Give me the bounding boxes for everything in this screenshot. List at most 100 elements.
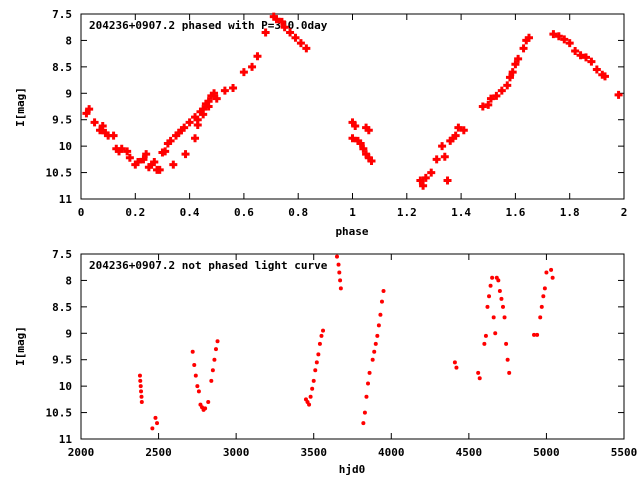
phased-data-point (364, 126, 373, 135)
phased-data-point (98, 122, 107, 131)
phased-data-point (123, 147, 132, 156)
phased-data-point (549, 30, 558, 39)
unphased-data-point (139, 389, 144, 394)
phased-y-tick-label: 9.5 (52, 114, 72, 127)
phased-x-tick-label: 0.4 (180, 206, 200, 219)
phased-data-point (280, 23, 289, 32)
phased-data-point (134, 158, 143, 166)
unphased-data-point (313, 368, 318, 373)
unphased-data-point (550, 275, 555, 280)
phased-data-point (229, 84, 238, 92)
phased-data-point (296, 39, 305, 48)
unphased-x-tick-label: 3000 (223, 446, 250, 459)
phased-data-point (451, 131, 460, 140)
phased-data-point (416, 176, 425, 185)
phased-data-point (511, 60, 520, 69)
phased-data-point (144, 163, 153, 172)
phased-data-point (163, 139, 172, 148)
phased-data-point (253, 52, 262, 61)
unphased-data-point (153, 415, 158, 420)
unphased-data-point (209, 378, 214, 383)
phased-data-point (150, 158, 159, 166)
phased-x-tick-label: 0 (78, 206, 85, 219)
unphased-data-point (316, 352, 321, 357)
phased-x-tick-label: 0.6 (234, 206, 254, 219)
unphased-data-point (485, 304, 490, 309)
phased-data-point (286, 28, 295, 37)
phased-data-point (115, 147, 124, 156)
unphased-data-point (376, 323, 381, 328)
phased-data-point (177, 126, 186, 135)
unphased-data-point (215, 339, 220, 344)
unphased-data-point (487, 294, 492, 299)
phased-y-tick-label: 10.5 (46, 167, 73, 180)
phased-y-tick-label: 7.5 (52, 8, 72, 21)
unphased-data-point (381, 289, 386, 293)
phased-axis-ticks: 0 0.2 0.4 0.6 0.8 1 1.2 1.4 1.6 1.8 2 7.5 8 8.5 9 9.5 10… (46, 8, 628, 219)
phased-x-tick-label: 1 (349, 206, 356, 219)
unphased-data-point (504, 341, 509, 346)
unphased-data-point (488, 283, 493, 288)
phased-data-point (356, 139, 365, 148)
unphased-chart-title: 204236+0907.2 not phased light curve (89, 259, 328, 272)
phased-x-tick-label: 0.2 (125, 206, 145, 219)
phased-data-point (125, 153, 134, 162)
unphased-data-point (544, 270, 549, 275)
phased-data-point (193, 121, 202, 129)
phased-y-tick-label: 10 (59, 140, 72, 153)
phased-y-tick-label: 11 (59, 193, 73, 206)
unphased-data-point (138, 384, 143, 389)
unphased-data-point (321, 328, 326, 333)
unphased-data-point (500, 304, 505, 309)
unphased-y-tick-label: 9 (65, 327, 72, 340)
unphased-data-point (212, 357, 217, 362)
unphased-data-point (362, 410, 367, 415)
phased-data-point (571, 47, 580, 55)
phased-data-point (486, 94, 495, 103)
unphased-x-tick-label: 3500 (300, 446, 327, 459)
phased-data-point (204, 102, 213, 111)
phased-x-tick-label: 1.4 (451, 206, 471, 219)
phased-data-point (367, 156, 376, 165)
phased-data-point (576, 51, 585, 60)
unphased-x-tick-label: 5500 (611, 446, 638, 459)
phased-data-point (519, 44, 528, 53)
phased-data-point (364, 153, 373, 162)
phased-data-point (199, 105, 208, 114)
phased-data-point (96, 126, 105, 135)
unphased-data-point (538, 315, 543, 320)
phased-data-point (109, 131, 118, 140)
phased-data-point (201, 99, 210, 108)
phased-data-point (478, 102, 487, 111)
phased-data-point (248, 62, 257, 71)
phased-data-point (443, 176, 452, 185)
unphased-data-point (314, 360, 319, 365)
unphased-data-point (482, 341, 487, 346)
unphased-y-tick-label: 10 (59, 380, 72, 393)
phased-data-point (180, 123, 189, 132)
phased-data-point (131, 160, 140, 169)
unphased-data-point (493, 331, 498, 336)
unphased-data-point (379, 299, 384, 304)
phased-data-point (438, 142, 447, 151)
unphased-data-point (155, 421, 160, 426)
unphased-data-point (372, 349, 377, 354)
unphased-data-point (139, 400, 144, 404)
phased-data-point (587, 57, 596, 66)
phased-data-point (505, 73, 514, 82)
phased-data-point (560, 35, 569, 44)
unphased-y-tick-label: 9.5 (52, 354, 72, 367)
phased-x-tick-label: 1.2 (397, 206, 417, 219)
phased-data-point (142, 150, 151, 159)
phased-data-point (446, 136, 455, 145)
unphased-data-point (310, 386, 315, 391)
unphased-data-point (311, 378, 316, 383)
phased-x-axis-label: phase (335, 225, 368, 238)
unphased-data-point (138, 378, 143, 383)
unphased-data-point (192, 363, 197, 367)
unphased-y-axis-label: I[mag] (14, 326, 27, 366)
unphased-x-tick-label: 4000 (378, 446, 405, 459)
phased-y-axis-label: I[mag] (14, 87, 27, 127)
unphased-data-point (150, 426, 155, 431)
